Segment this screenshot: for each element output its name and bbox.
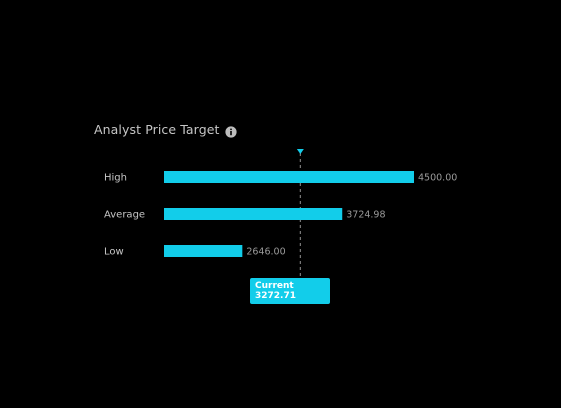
row-label-high: High (104, 173, 127, 184)
value-label-high: 4500.00 (418, 173, 457, 184)
current-price-marker (296, 149, 304, 154)
widget-header: Analyst Price Target (94, 120, 237, 138)
bar-low (164, 245, 243, 257)
value-label-low: 2646.00 (246, 247, 285, 258)
row-label-average: Average (104, 210, 145, 221)
info-icon[interactable] (224, 123, 237, 138)
bar-high (164, 171, 414, 183)
value-label-average: 3724.98 (346, 210, 385, 221)
current-price-value: 3272.71 (255, 291, 296, 301)
row-label-low: Low (104, 247, 124, 258)
current-price-label: Current (255, 281, 294, 291)
bar-average (164, 208, 343, 220)
widget-title: Analyst Price Target (94, 121, 220, 137)
current-price-box: Current 3272.71 (250, 278, 330, 304)
